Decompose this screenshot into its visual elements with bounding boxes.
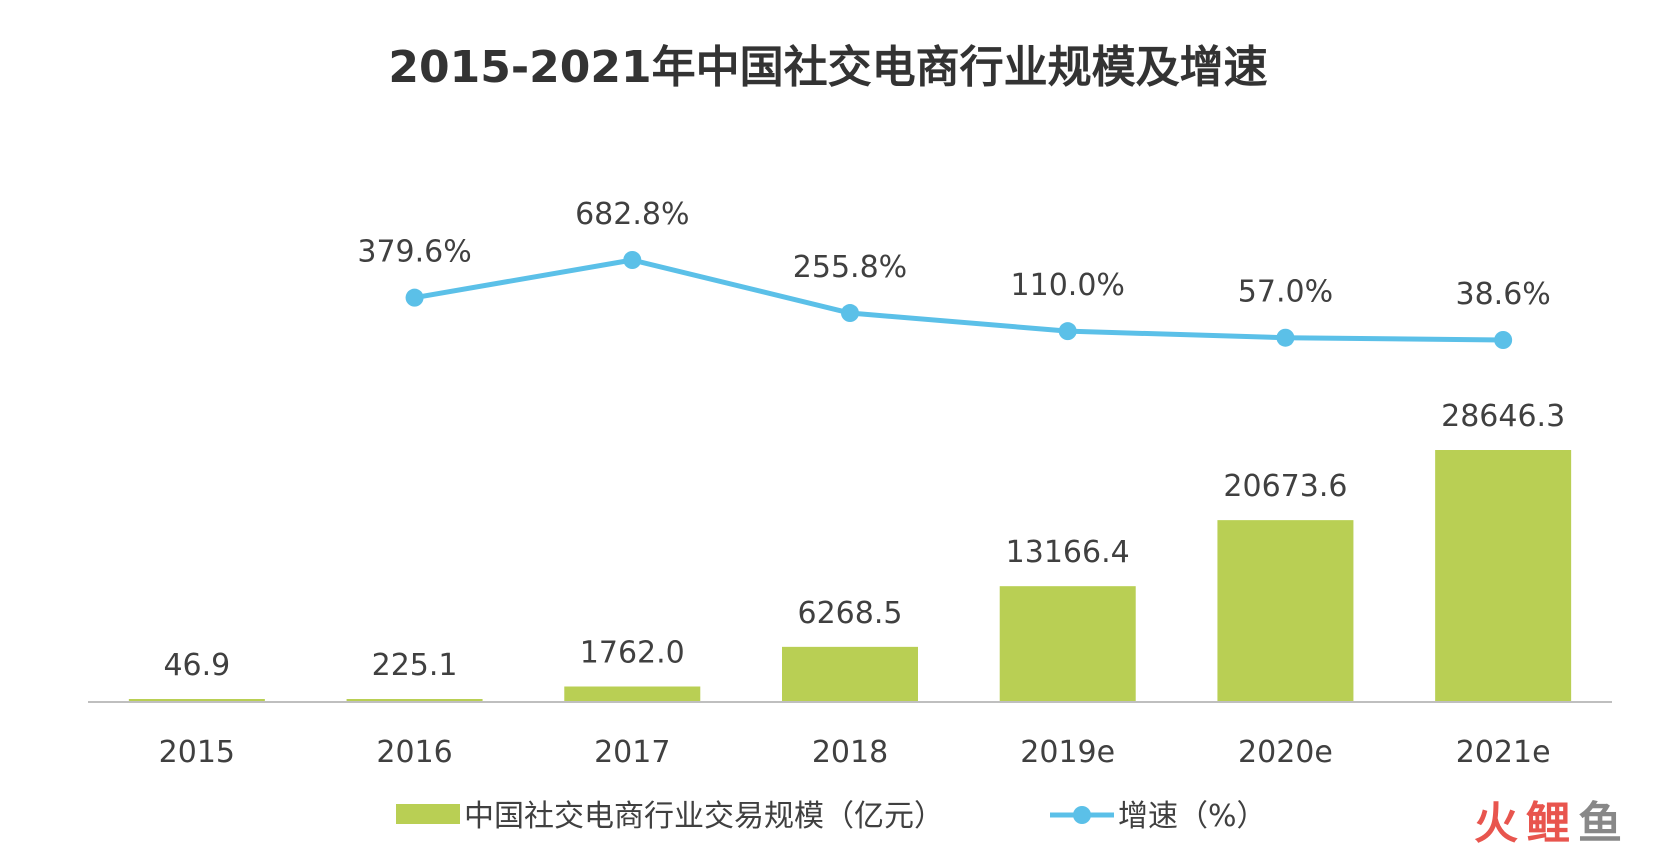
legend-line-marker <box>1073 806 1091 824</box>
chart-title: 2015-2021年中国社交电商行业规模及增速 <box>388 42 1267 93</box>
growth-point <box>1494 331 1513 349</box>
bar <box>999 586 1136 702</box>
bar-value-label: 6268.5 <box>798 596 903 631</box>
watermark-char: 鱼 <box>1578 798 1622 849</box>
bar-value-label: 13166.4 <box>1006 535 1130 570</box>
legend: 中国社交电商行业交易规模（亿元） 增速（%） <box>396 799 1267 834</box>
growth-value-label: 57.0% <box>1238 275 1333 310</box>
x-tick-label: 2021e <box>1456 735 1551 770</box>
x-tick-label: 2017 <box>594 735 670 770</box>
growth-value-label: 110.0% <box>1011 268 1125 303</box>
growth-value-label: 379.6% <box>357 235 471 270</box>
watermark-char: 火 <box>1474 798 1518 849</box>
growth-value-label: 682.8% <box>575 197 689 232</box>
watermark-char: 鲤 <box>1526 798 1570 849</box>
bar-value-label: 20673.6 <box>1223 469 1347 504</box>
bar-value-label: 28646.3 <box>1441 399 1565 434</box>
bar <box>1435 450 1572 702</box>
legend-bar-swatch <box>396 804 460 824</box>
x-tick-label: 2018 <box>812 735 888 770</box>
line-series: 379.6% 682.8% 255.8% 110.0% 57.0% 38.6% <box>357 197 1551 349</box>
bar <box>128 699 265 702</box>
growth-point <box>1276 328 1295 347</box>
growth-point <box>841 304 859 323</box>
bar-value-label: 225.1 <box>372 648 458 683</box>
growth-point <box>405 288 424 307</box>
bar <box>1217 520 1354 702</box>
x-tick-label: 2020e <box>1238 735 1333 770</box>
x-tick-label: 2016 <box>376 735 452 770</box>
watermark-logo: 火 鲤 鱼 <box>1474 798 1622 849</box>
bar-value-label: 46.9 <box>163 648 230 683</box>
growth-point <box>1058 322 1077 341</box>
legend-line-label: 增速（%） <box>1118 799 1267 834</box>
x-axis-ticks: 2015 2016 2017 2018 2019e 2020e 2021e <box>159 735 1551 770</box>
x-tick-label: 2015 <box>159 735 235 770</box>
growth-line <box>414 257 1504 343</box>
bar <box>564 686 701 702</box>
bar <box>782 646 918 702</box>
x-tick-label: 2019e <box>1020 735 1115 770</box>
bar-series: 46.9 225.1 1762.0 6268.5 13166.4 20673.6 28646… <box>128 399 1572 702</box>
bar <box>346 699 483 702</box>
growth-point <box>623 251 642 269</box>
legend-bar-label: 中国社交电商行业交易规模（亿元） <box>464 799 944 834</box>
growth-value-label: 38.6% <box>1455 277 1550 312</box>
bar-value-label: 1762.0 <box>580 635 685 670</box>
growth-value-label: 255.8% <box>793 250 907 285</box>
